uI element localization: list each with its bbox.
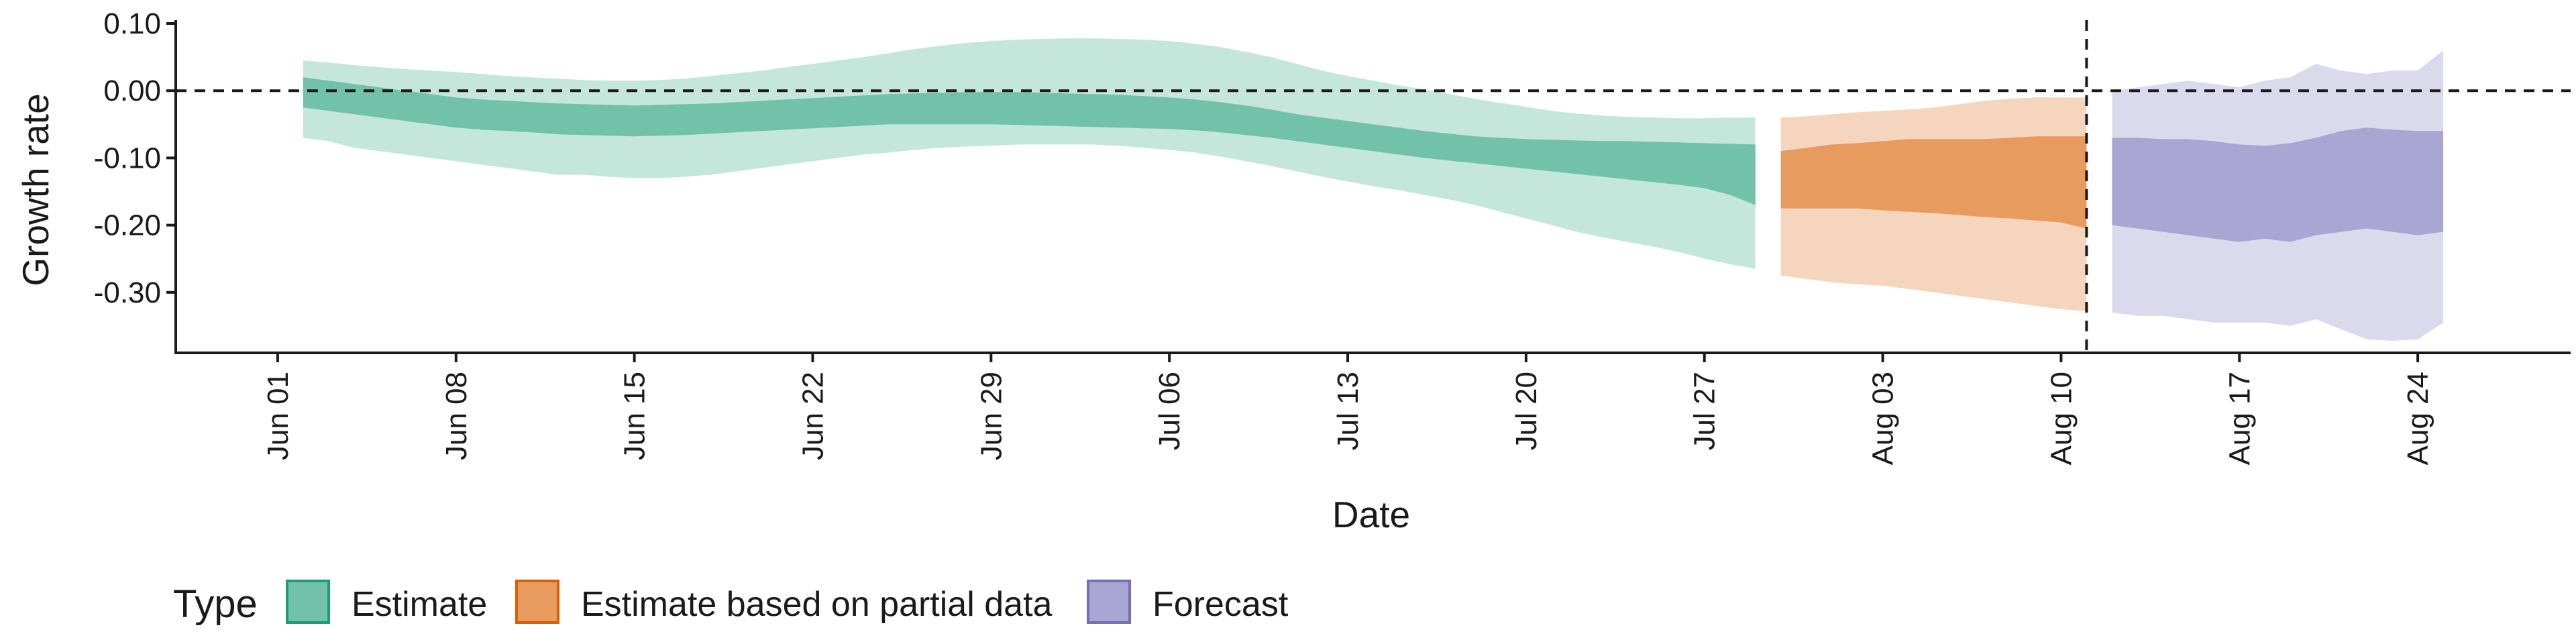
y-axis-title: Growth rate [15,93,56,286]
legend: Type Estimate Estimate based on partial da… [173,580,1289,626]
legend-key-estimate [286,580,330,624]
y-tick-label: 0.10 [103,7,161,40]
legend-label-forecast: Forecast [1152,585,1289,624]
x-tick-label: Jun 22 [797,372,830,460]
x-tick-label: Aug 03 [1867,372,1900,465]
x-tick-label: Aug 10 [2045,372,2078,465]
y-tick-label: -0.30 [94,276,161,309]
x-tick-label: Jun 29 [975,372,1008,460]
legend-key-estimate-based-on-partial-data [515,580,559,624]
band-90-estimate [303,38,1756,269]
x-tick-label: Jul 13 [1332,372,1364,450]
tick-layer: 0.10 0.00 -0.10 -0.20 -0.30 Jun 01 Jun 08 Jun 1… [94,7,2434,465]
x-tick-label: Jun 15 [619,372,651,460]
x-tick-label: Jul 06 [1153,372,1186,450]
band-layer [303,38,2444,341]
band-50-estimate [303,77,1756,205]
legend-label-estimate-based-on-partial-data: Estimate based on partial data [581,585,1053,624]
axes [174,20,2571,354]
x-tick-label: Jul 27 [1688,372,1721,450]
x-tick-label: Aug 17 [2223,372,2256,465]
legend-label-estimate: Estimate [352,585,487,624]
x-tick-label: Aug 24 [2402,372,2434,465]
y-tick-label: 0.00 [103,74,161,107]
legend-key-forecast [1087,580,1131,624]
band-50-estimate-based-on-partial-data [1780,136,2087,229]
x-axis-title: Date [1332,494,1410,535]
x-tick-label: Jun 08 [440,372,473,460]
y-tick-label: -0.20 [94,209,161,242]
x-tick-label: Jun 01 [262,372,294,460]
band-50-forecast [2112,127,2444,242]
x-tick-label: Jul 20 [1510,372,1543,450]
y-tick-label: -0.10 [94,142,161,174]
legend-title: Type [173,582,258,626]
reference-lines [176,20,2571,353]
